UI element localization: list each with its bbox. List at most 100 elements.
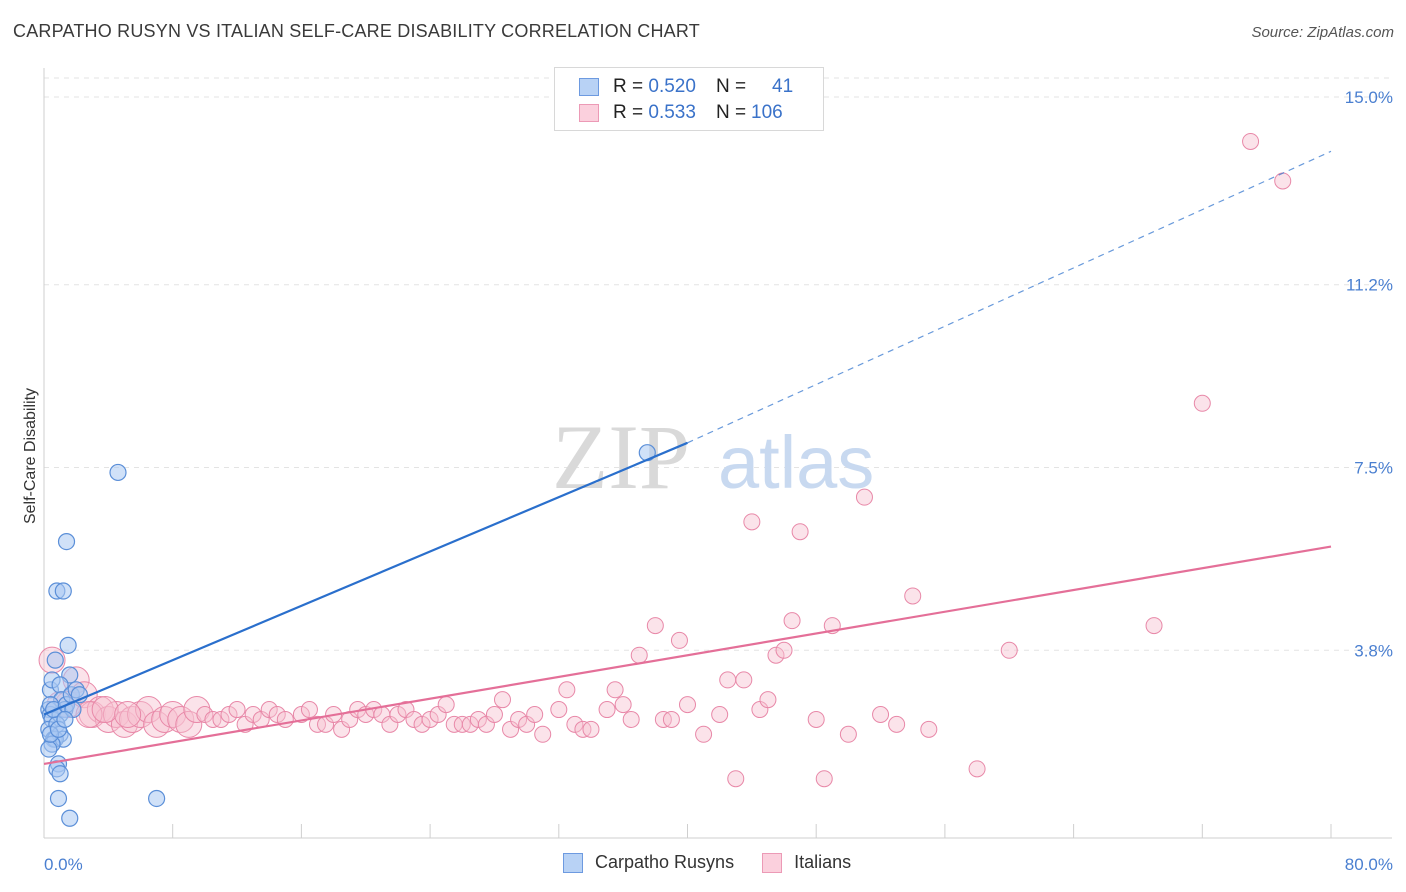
italians-point-101 [1274, 172, 1292, 190]
carpatho-point-27 [109, 463, 127, 482]
legend-label-italians: Italians [794, 852, 852, 872]
carpatho-point-26 [61, 809, 79, 827]
y-tick-label-3: 15.0% [1345, 88, 1393, 107]
italians-point-86 [791, 523, 809, 541]
italians-point-98 [1145, 617, 1163, 635]
y-tick-label-1: 7.5% [1354, 459, 1393, 478]
italians-point-56 [510, 710, 528, 728]
carpatho-point-10 [57, 532, 76, 551]
italians-point-44 [413, 715, 431, 733]
carpatho-point-40 [56, 710, 74, 729]
italians-point-68 [622, 710, 640, 728]
italians-point-20 [212, 710, 230, 728]
italians-point-60 [550, 701, 568, 719]
italians-point-79 [735, 671, 753, 689]
italians-point-17 [183, 696, 211, 724]
carpatho-trend-solid [43, 441, 688, 716]
carpatho-point-9 [54, 582, 72, 600]
legend-r-value: 0.520 [648, 76, 696, 97]
italians-point-66 [606, 681, 624, 699]
stats-legend: R = 0.520 N = 41 R = 0.533 N = 106 [554, 67, 824, 131]
italians-point-11 [135, 696, 163, 724]
italians-point-76 [711, 706, 729, 723]
legend-n-value: 106 [751, 102, 783, 123]
legend-row-carpatho: R = 0.520 N = 41 [579, 75, 793, 99]
y-axis-label: Self-Care Disability [22, 388, 39, 524]
legend-row-italians: R = 0.533 N = 106 [579, 101, 783, 125]
italians-trend [43, 545, 1332, 765]
italians-point-94 [904, 587, 922, 605]
italians-point-8 [110, 710, 138, 738]
watermark-atlas: atlas [718, 421, 874, 504]
italians-point-62 [566, 715, 584, 733]
italians-point-69 [630, 646, 648, 664]
carpatho-point-7 [46, 651, 64, 669]
italians-point-13 [151, 705, 179, 733]
carpatho-point-25 [49, 789, 68, 808]
italians-point-80 [743, 513, 761, 531]
swatch-blue [563, 852, 583, 873]
trend-lines [43, 150, 1332, 765]
italians-point-100 [1242, 132, 1260, 150]
y-tick-label-2: 11.2% [1346, 276, 1393, 295]
italians-point-22 [228, 701, 246, 719]
legend-r-value: 0.533 [648, 102, 696, 123]
italians-point-12 [143, 710, 171, 738]
italians-point-83 [767, 646, 785, 664]
italians-point-26 [260, 701, 278, 719]
italians-point-15 [167, 705, 195, 733]
italians-point-14 [159, 701, 187, 728]
italians-point-27 [268, 706, 286, 723]
italians-point-73 [670, 631, 688, 649]
grid-lines [44, 77, 1392, 651]
italians-point-65 [598, 701, 616, 719]
italians-point-99 [1193, 394, 1211, 412]
italians-point-41 [389, 706, 407, 723]
y-tick-label-0: 3.8% [1354, 641, 1393, 660]
italians-point-54 [493, 691, 511, 709]
legend-n-value: 41 [772, 76, 794, 97]
legend-r-label: R = [613, 102, 644, 123]
italians-point-21 [220, 706, 238, 723]
italians-point-58 [526, 706, 544, 723]
legend-item-italians[interactable]: Italians [762, 852, 851, 873]
italians-point-9 [118, 705, 146, 733]
carpatho-trend-dashed [687, 150, 1332, 444]
italians-point-78 [727, 770, 745, 788]
italians-point-104 [91, 696, 119, 724]
italians-point-59 [534, 725, 552, 743]
italians-point-91 [855, 488, 873, 506]
x-tick-label-max: 80.0% [1345, 855, 1393, 874]
carpatho-point-28 [148, 789, 166, 808]
italians-point-93 [888, 715, 906, 733]
source-label: Source: ZipAtlas.com [1251, 24, 1394, 41]
italians-point-96 [968, 760, 986, 778]
tick-labels: 3.8% 7.5% 11.2% 15.0% 0.0% 80.0% [44, 88, 1393, 874]
italians-point-77 [719, 671, 737, 689]
italians-point-85 [783, 612, 801, 630]
italians-point-74 [679, 696, 696, 714]
italians-point-82 [759, 691, 777, 709]
carpatho-point-24 [51, 765, 69, 783]
italians-point-87 [807, 710, 825, 728]
italians-point-67 [614, 696, 632, 714]
italians-point-47 [437, 696, 455, 714]
legend-item-carpatho-rusyns[interactable]: Carpatho Rusyns [563, 852, 734, 873]
italians-point-84 [775, 641, 793, 659]
legend-swatch-pink [579, 104, 599, 122]
watermark: ZIP atlas [552, 406, 874, 508]
italians-point-61 [558, 681, 576, 699]
legend-label-carpatho-rusyns: Carpatho Rusyns [595, 852, 735, 872]
series-legend: Carpatho Rusyns Italians [563, 852, 879, 873]
legend-n-label: N = [715, 102, 747, 123]
legend-n-label: N = [715, 76, 747, 97]
italians-point-51 [469, 710, 487, 728]
italians-point-88 [815, 770, 833, 788]
italians-point-16 [175, 710, 203, 738]
legend-r-label: R = [613, 76, 644, 97]
italians-point-72 [662, 710, 680, 728]
italians-point-64 [582, 720, 600, 738]
italians-point-97 [1000, 641, 1018, 659]
italians-point-90 [839, 725, 857, 743]
